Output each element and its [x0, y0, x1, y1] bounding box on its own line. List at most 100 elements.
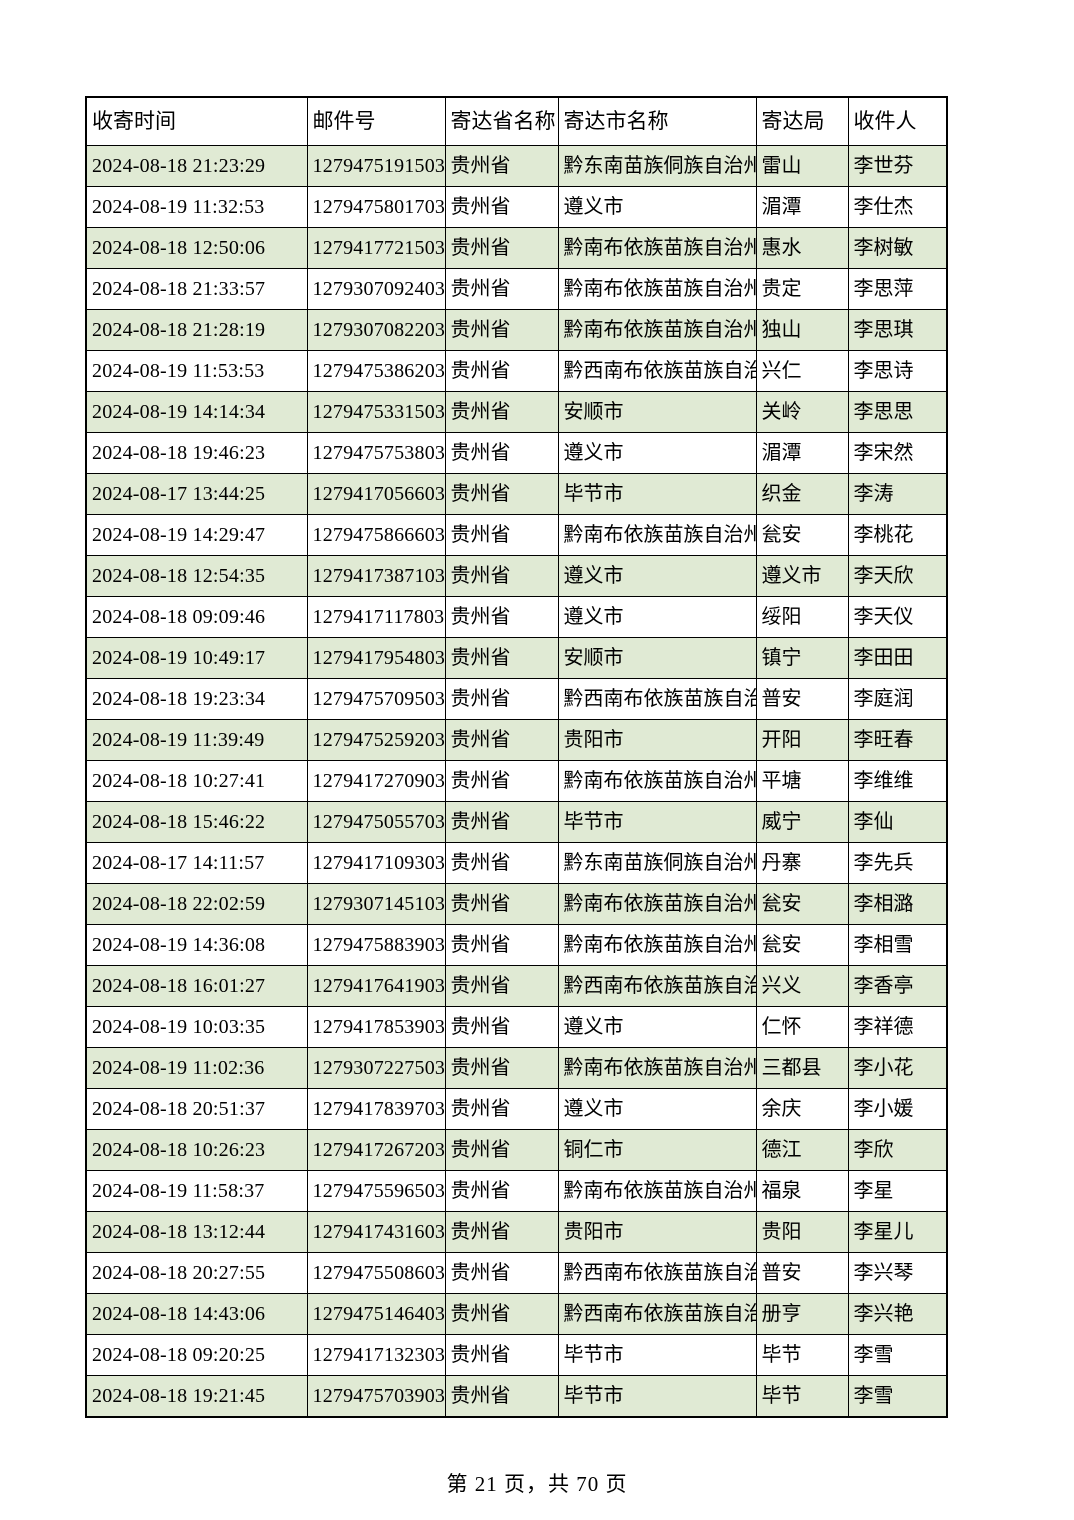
table-header: 收寄时间 邮件号 寄达省名称 寄达市名称 寄达局 收件人	[85, 96, 948, 146]
cell-mail-number: 1279475331503	[306, 391, 446, 433]
cell-province: 贵州省	[444, 1129, 559, 1171]
table-row: 2024-08-19 11:32:53 1279475801703 贵州省 遵义市 湄潭…	[85, 186, 948, 228]
cell-city: 黔西南布依族苗族自治州	[557, 1252, 757, 1294]
cell-time: 2024-08-18 21:33:57	[85, 268, 308, 310]
cell-city: 黔西南布依族苗族自治州	[557, 965, 757, 1007]
cell-city: 遵义市	[557, 1088, 757, 1130]
cell-city: 黔西南布依族苗族自治州	[557, 1293, 757, 1335]
cell-bureau: 平塘	[755, 760, 849, 802]
cell-recipient: 李涛	[847, 473, 948, 515]
cell-recipient: 李相雪	[847, 924, 948, 966]
cell-mail-number: 1279417839703	[306, 1088, 446, 1130]
table-row: 2024-08-18 15:46:22 1279475055703 贵州省 毕节市 威宁…	[85, 801, 948, 843]
cell-province: 贵州省	[444, 760, 559, 802]
cell-recipient: 李天欣	[847, 555, 948, 597]
cell-recipient: 李欣	[847, 1129, 948, 1171]
cell-city: 黔南布依族苗族自治州	[557, 1047, 757, 1089]
cell-time: 2024-08-18 21:28:19	[85, 309, 308, 351]
cell-recipient: 李宋然	[847, 432, 948, 474]
cell-bureau: 瓮安	[755, 514, 849, 556]
cell-city: 黔南布依族苗族自治州	[557, 227, 757, 269]
cell-province: 贵州省	[444, 719, 559, 761]
cell-bureau: 开阳	[755, 719, 849, 761]
cell-province: 贵州省	[444, 637, 559, 679]
cell-time: 2024-08-19 10:49:17	[85, 637, 308, 679]
cell-city: 贵阳市	[557, 719, 757, 761]
cell-mail-number: 1279475883903	[306, 924, 446, 966]
cell-time: 2024-08-18 14:43:06	[85, 1293, 308, 1335]
table-body: 2024-08-18 21:23:29 1279475191503 贵州省 黔东南苗族…	[85, 145, 948, 1418]
cell-city: 黔西南布依族苗族自治州	[557, 350, 757, 392]
cell-recipient: 李祥德	[847, 1006, 948, 1048]
cell-recipient: 李维维	[847, 760, 948, 802]
cell-recipient: 李雪	[847, 1375, 948, 1418]
cell-city: 黔东南苗族侗族自治州	[557, 842, 757, 884]
cell-recipient: 李旺春	[847, 719, 948, 761]
cell-city: 黔南布依族苗族自治州	[557, 1170, 757, 1212]
table-row: 2024-08-19 14:29:47 1279475866603 贵州省 黔南布依族…	[85, 514, 948, 556]
cell-time: 2024-08-18 13:12:44	[85, 1211, 308, 1253]
cell-city: 黔南布依族苗族自治州	[557, 268, 757, 310]
cell-bureau: 德江	[755, 1129, 849, 1171]
cell-city: 黔东南苗族侗族自治州	[557, 145, 757, 187]
cell-province: 贵州省	[444, 432, 559, 474]
cell-time: 2024-08-18 10:27:41	[85, 760, 308, 802]
cell-province: 贵州省	[444, 1211, 559, 1253]
cell-mail-number: 1279475386203	[306, 350, 446, 392]
column-header-bureau: 寄达局	[755, 96, 849, 146]
table-row: 2024-08-18 19:23:34 1279475709503 贵州省 黔西南布依…	[85, 678, 948, 720]
cell-province: 贵州省	[444, 227, 559, 269]
cell-recipient: 李兴琴	[847, 1252, 948, 1294]
cell-recipient: 李仕杰	[847, 186, 948, 228]
cell-mail-number: 1279475596503	[306, 1170, 446, 1212]
cell-bureau: 遵义市	[755, 555, 849, 597]
cell-bureau: 惠水	[755, 227, 849, 269]
cell-recipient: 李天仪	[847, 596, 948, 638]
cell-city: 黔南布依族苗族自治州	[557, 760, 757, 802]
table-row: 2024-08-18 21:28:19 1279307082203 贵州省 黔南布依族…	[85, 309, 948, 351]
cell-province: 贵州省	[444, 678, 559, 720]
cell-province: 贵州省	[444, 965, 559, 1007]
cell-time: 2024-08-18 10:26:23	[85, 1129, 308, 1171]
cell-province: 贵州省	[444, 842, 559, 884]
cell-city: 遵义市	[557, 596, 757, 638]
cell-mail-number: 1279475191503	[306, 145, 446, 187]
cell-recipient: 李树敏	[847, 227, 948, 269]
cell-bureau: 瓮安	[755, 883, 849, 925]
cell-time: 2024-08-19 11:53:53	[85, 350, 308, 392]
table-row: 2024-08-19 11:39:49 1279475259203 贵州省 贵阳市 开阳…	[85, 719, 948, 761]
table-row: 2024-08-18 20:51:37 1279417839703 贵州省 遵义市 余庆…	[85, 1088, 948, 1130]
cell-city: 遵义市	[557, 555, 757, 597]
cell-mail-number: 1279417109303	[306, 842, 446, 884]
cell-mail-number: 1279475055703	[306, 801, 446, 843]
cell-recipient: 李香亭	[847, 965, 948, 1007]
cell-mail-number: 1279475259203	[306, 719, 446, 761]
table-row: 2024-08-18 22:02:59 1279307145103 贵州省 黔南布依族…	[85, 883, 948, 925]
cell-mail-number: 1279475508603	[306, 1252, 446, 1294]
cell-bureau: 镇宁	[755, 637, 849, 679]
table-header-row: 收寄时间 邮件号 寄达省名称 寄达市名称 寄达局 收件人	[85, 96, 948, 146]
cell-province: 贵州省	[444, 391, 559, 433]
cell-recipient: 李思诗	[847, 350, 948, 392]
cell-time: 2024-08-18 19:23:34	[85, 678, 308, 720]
page-footer: 第 21 页，共 70 页	[446, 1472, 628, 1496]
cell-time: 2024-08-19 14:29:47	[85, 514, 308, 556]
cell-time: 2024-08-18 22:02:59	[85, 883, 308, 925]
cell-time: 2024-08-17 14:11:57	[85, 842, 308, 884]
cell-mail-number: 1279475801703	[306, 186, 446, 228]
cell-city: 毕节市	[557, 1375, 757, 1418]
table-row: 2024-08-18 20:27:55 1279475508603 贵州省 黔西南布依…	[85, 1252, 948, 1294]
cell-recipient: 李雪	[847, 1334, 948, 1376]
table-row: 2024-08-18 10:26:23 1279417267203 贵州省 铜仁市 德江…	[85, 1129, 948, 1171]
table-row: 2024-08-18 14:43:06 1279475146403 贵州省 黔西南布依…	[85, 1293, 948, 1335]
cell-city: 铜仁市	[557, 1129, 757, 1171]
cell-time: 2024-08-18 20:51:37	[85, 1088, 308, 1130]
cell-city: 遵义市	[557, 186, 757, 228]
cell-recipient: 李兴艳	[847, 1293, 948, 1335]
table-row: 2024-08-19 11:02:36 1279307227503 贵州省 黔南布依族…	[85, 1047, 948, 1089]
table-row: 2024-08-18 13:12:44 1279417431603 贵州省 贵阳市 贵阳…	[85, 1211, 948, 1253]
cell-time: 2024-08-19 11:58:37	[85, 1170, 308, 1212]
cell-time: 2024-08-18 09:09:46	[85, 596, 308, 638]
cell-mail-number: 1279307145103	[306, 883, 446, 925]
cell-bureau: 绥阳	[755, 596, 849, 638]
